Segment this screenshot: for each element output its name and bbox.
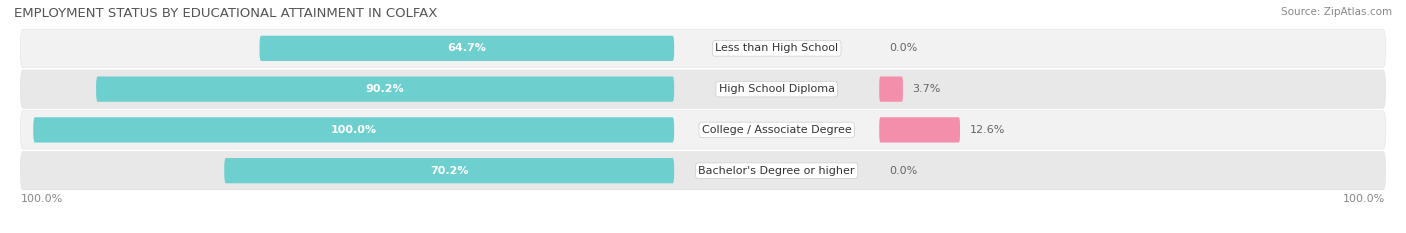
FancyBboxPatch shape — [20, 29, 1386, 68]
Text: 0.0%: 0.0% — [889, 166, 917, 176]
Text: Source: ZipAtlas.com: Source: ZipAtlas.com — [1281, 7, 1392, 17]
Text: 90.2%: 90.2% — [366, 84, 405, 94]
FancyBboxPatch shape — [20, 70, 1386, 108]
FancyBboxPatch shape — [879, 76, 903, 102]
Text: 12.6%: 12.6% — [970, 125, 1005, 135]
FancyBboxPatch shape — [96, 76, 673, 102]
FancyBboxPatch shape — [20, 111, 1386, 149]
Text: High School Diploma: High School Diploma — [718, 84, 835, 94]
FancyBboxPatch shape — [225, 158, 673, 183]
FancyBboxPatch shape — [260, 36, 673, 61]
Text: 3.7%: 3.7% — [912, 84, 941, 94]
Text: 100.0%: 100.0% — [330, 125, 377, 135]
Text: Less than High School: Less than High School — [716, 43, 838, 53]
FancyBboxPatch shape — [879, 117, 960, 143]
Text: 100.0%: 100.0% — [21, 194, 63, 204]
Text: College / Associate Degree: College / Associate Degree — [702, 125, 852, 135]
Text: 64.7%: 64.7% — [447, 43, 486, 53]
Text: 0.0%: 0.0% — [889, 43, 917, 53]
FancyBboxPatch shape — [34, 117, 673, 143]
Text: Bachelor's Degree or higher: Bachelor's Degree or higher — [699, 166, 855, 176]
Text: 70.2%: 70.2% — [430, 166, 468, 176]
FancyBboxPatch shape — [20, 151, 1386, 190]
Text: 100.0%: 100.0% — [1343, 194, 1385, 204]
Text: EMPLOYMENT STATUS BY EDUCATIONAL ATTAINMENT IN COLFAX: EMPLOYMENT STATUS BY EDUCATIONAL ATTAINM… — [14, 7, 437, 20]
